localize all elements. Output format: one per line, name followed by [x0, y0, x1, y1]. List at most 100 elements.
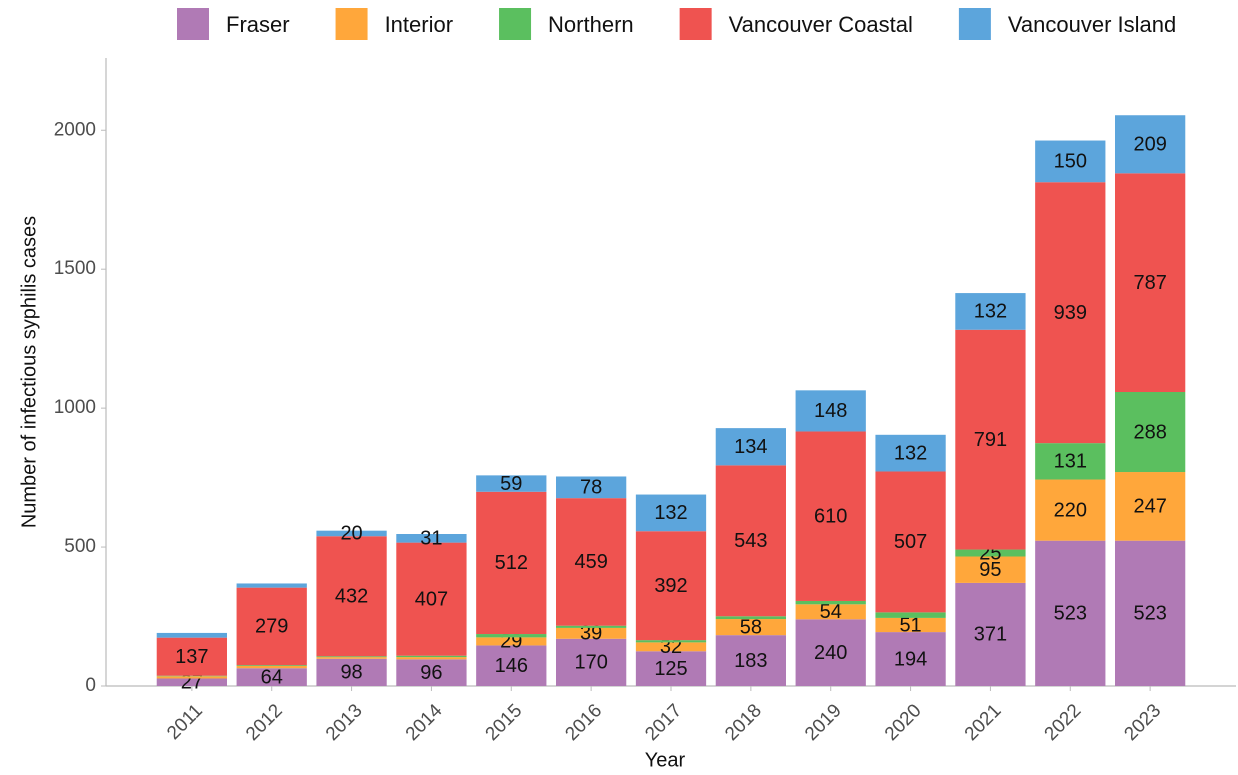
x-tick-label: 2022 — [1041, 700, 1086, 745]
bar-segment — [715, 616, 786, 620]
data-label: 132 — [974, 301, 1007, 323]
data-label: 183 — [734, 650, 767, 672]
bar-segment — [556, 638, 627, 686]
bar-segment — [156, 678, 227, 686]
bar-segment — [795, 619, 866, 686]
data-label: 54 — [820, 601, 842, 623]
x-tick-label: 2013 — [322, 700, 367, 745]
bar-segment — [236, 668, 307, 686]
data-label: 791 — [974, 429, 1007, 451]
data-label: 146 — [495, 655, 528, 677]
bar-segment — [316, 657, 387, 659]
bar-segment — [236, 665, 307, 666]
bar-segment — [316, 530, 387, 537]
legend-swatch — [177, 8, 209, 40]
x-tick-label: 2023 — [1120, 700, 1165, 745]
data-label: 131 — [1054, 451, 1087, 473]
bar-segment — [396, 542, 467, 656]
data-label: 288 — [1133, 421, 1166, 443]
data-label: 392 — [654, 575, 687, 597]
data-label: 507 — [894, 531, 927, 553]
bar-segment — [316, 536, 387, 657]
data-label: 209 — [1133, 134, 1166, 156]
bar-segment — [955, 582, 1026, 686]
data-label: 95 — [979, 559, 1001, 581]
bar-segment — [955, 329, 1026, 550]
data-label: 523 — [1054, 603, 1087, 625]
data-label: 543 — [734, 530, 767, 552]
bar-segment — [476, 491, 547, 635]
bar-segment — [476, 475, 547, 492]
bar-segment — [635, 494, 707, 532]
data-label: 170 — [574, 652, 607, 674]
bar-segment — [795, 431, 866, 601]
data-label: 371 — [974, 624, 1007, 646]
bar-segment — [635, 640, 707, 643]
bar-segment — [1035, 443, 1106, 480]
data-label: 98 — [340, 662, 362, 684]
data-label: 20 — [340, 523, 362, 545]
bar-segment — [1115, 173, 1186, 393]
legend-label: Fraser — [226, 12, 290, 37]
x-axis-title: Year — [645, 749, 686, 771]
bar-segment — [556, 498, 627, 626]
bar-segment — [795, 604, 866, 620]
bar-segment — [476, 645, 547, 686]
data-label: 512 — [495, 552, 528, 574]
bar-segment — [156, 675, 227, 677]
bar-segment — [1035, 479, 1106, 541]
data-label: 279 — [255, 616, 288, 638]
bar-segment — [875, 612, 946, 618]
bar-segment — [955, 556, 1026, 583]
data-label: 39 — [580, 623, 602, 645]
bar-segment — [875, 617, 946, 633]
bar-segment — [556, 625, 627, 628]
x-tick-label: 2020 — [881, 700, 926, 745]
data-label: 610 — [814, 505, 847, 527]
bar-segment — [715, 465, 786, 617]
legend-label: Vancouver Coastal — [729, 12, 913, 37]
legend-label: Vancouver Island — [1008, 12, 1176, 37]
y-axis-title: Number of infectious syphilis cases — [18, 216, 40, 528]
data-label: 134 — [734, 436, 767, 458]
bar-segment — [1115, 472, 1186, 541]
data-label: 137 — [175, 646, 208, 668]
y-tick-label: 500 — [64, 536, 96, 557]
bar-segment — [1035, 182, 1106, 444]
data-label: 96 — [420, 662, 442, 684]
bar-segment — [795, 600, 866, 605]
bar-segment — [875, 434, 946, 472]
x-tick-label: 2015 — [482, 700, 527, 745]
bar-segment — [236, 665, 307, 669]
data-label: 240 — [814, 642, 847, 664]
bar-segment — [715, 428, 786, 466]
bar-segment — [1115, 392, 1186, 473]
data-label: 78 — [580, 477, 602, 499]
data-label: 58 — [740, 616, 762, 638]
bar-segment — [635, 651, 707, 686]
y-tick-label: 1000 — [54, 397, 96, 418]
bar-segment — [955, 293, 1026, 330]
data-label: 247 — [1133, 496, 1166, 518]
bar-segment — [236, 583, 307, 588]
data-label: 787 — [1133, 272, 1166, 294]
data-label: 220 — [1054, 499, 1087, 521]
bar-segment — [1035, 540, 1106, 686]
data-label: 51 — [899, 614, 921, 636]
bar-segment — [955, 549, 1026, 557]
y-tick-label: 2000 — [54, 119, 96, 140]
x-tick-label: 2021 — [961, 700, 1006, 745]
legend-label: Northern — [548, 12, 634, 37]
data-label: 459 — [574, 551, 607, 573]
bar-segment — [635, 531, 707, 641]
data-label: 148 — [814, 400, 847, 422]
y-tick-label: 1500 — [54, 258, 96, 279]
bar-segment — [1115, 540, 1186, 686]
data-label: 939 — [1054, 302, 1087, 324]
bar-segment — [316, 656, 387, 658]
bar-segment — [715, 619, 786, 636]
bar-segment — [715, 635, 786, 686]
bar-segment — [875, 471, 946, 613]
data-label: 432 — [335, 586, 368, 608]
